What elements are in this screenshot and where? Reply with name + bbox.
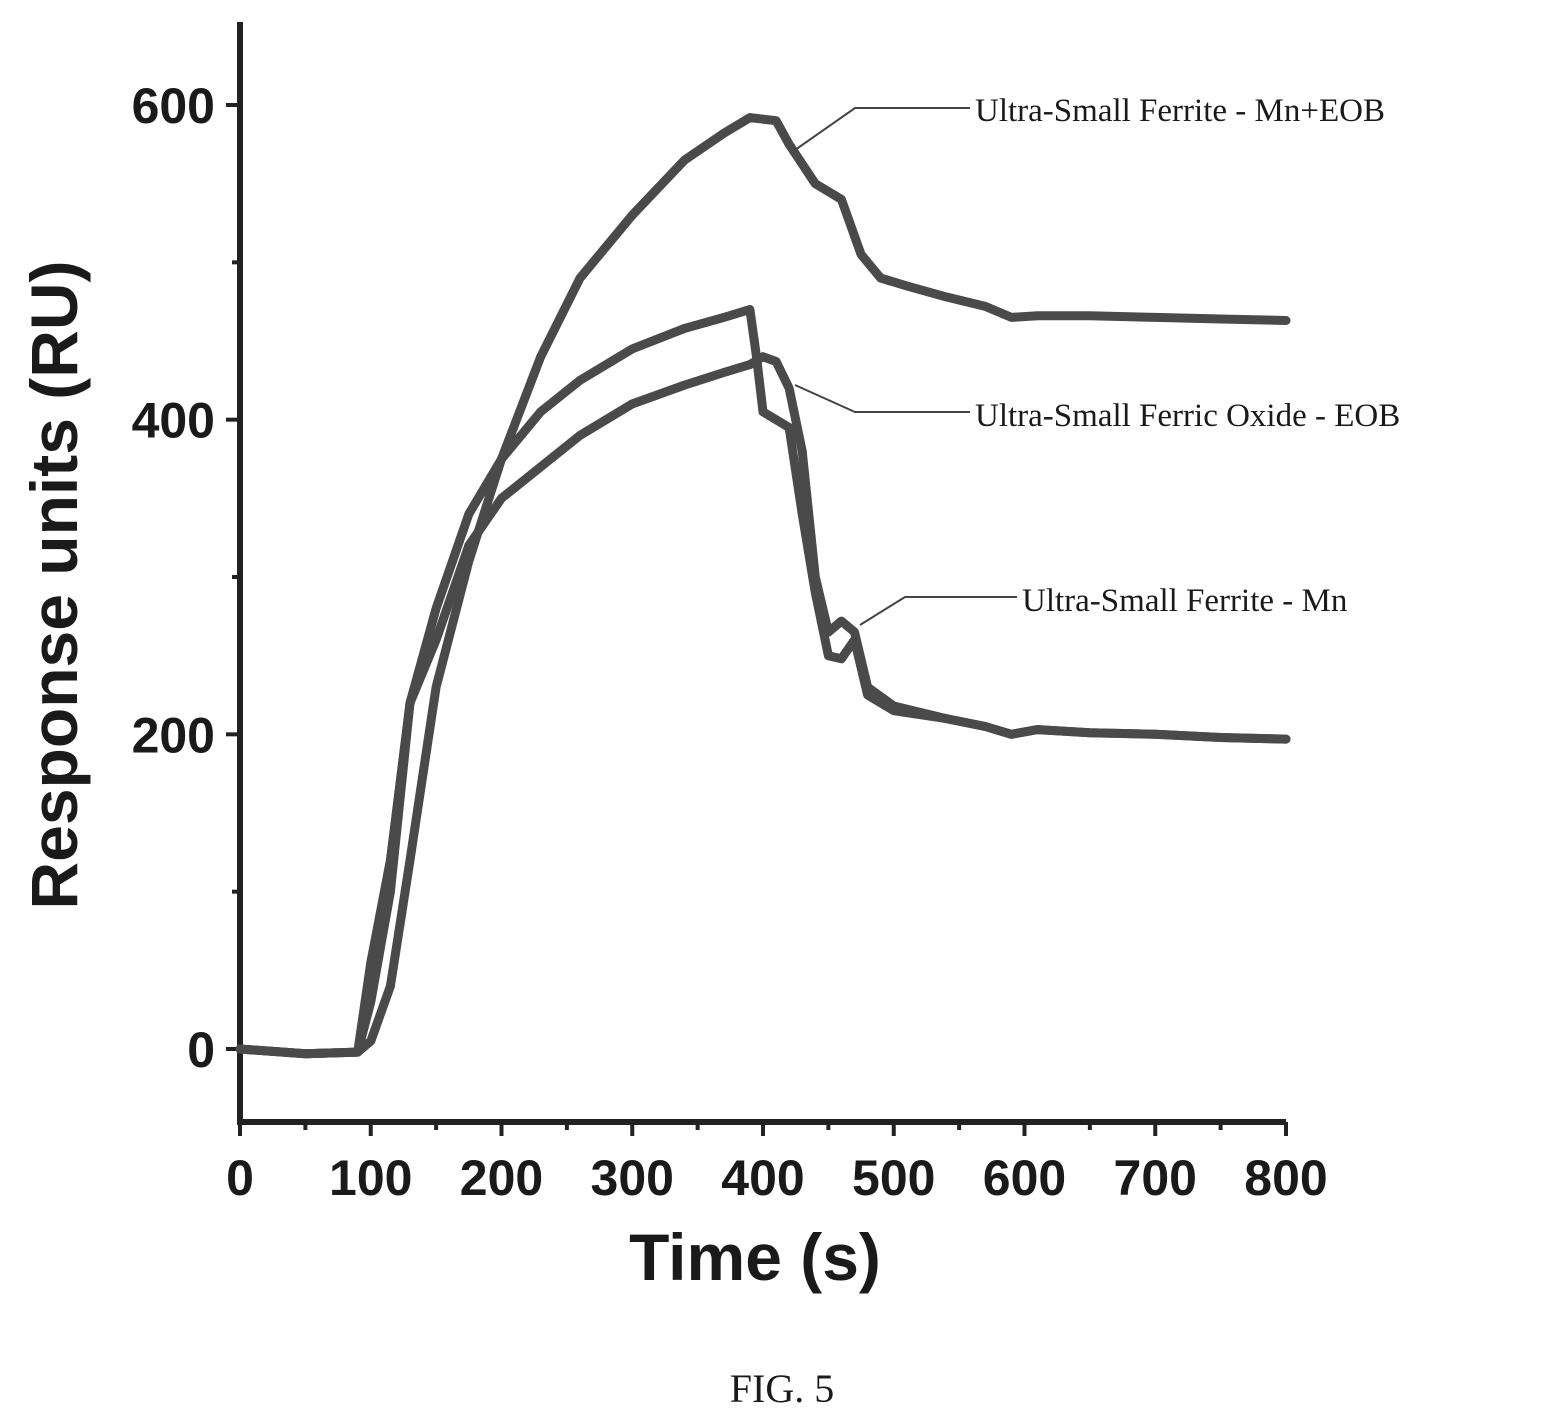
annotation-leader-2 [794, 384, 970, 413]
x-ticks: 0 100 200 300 400 500 600 700 800 [226, 1122, 1328, 1206]
series-group [235, 113, 1291, 1059]
y-tick-label: 400 [132, 393, 215, 449]
figure-caption: FIG. 5 [730, 1366, 834, 1411]
x-tick-label: 600 [983, 1150, 1066, 1206]
y-ticks: 0 200 400 600 [132, 78, 240, 1078]
x-axis-title: Time (s) [629, 1220, 881, 1294]
x-tick-label: 0 [226, 1150, 254, 1206]
x-tick-label: 400 [721, 1150, 804, 1206]
x-tick-label: 100 [329, 1150, 412, 1206]
y-axis-title: Response units (RU) [17, 260, 91, 909]
annotation-label-3: Ultra-Small Ferrite - Mn [1022, 583, 1347, 619]
x-tick-label: 700 [1114, 1150, 1197, 1206]
x-tick-label: 200 [460, 1150, 543, 1206]
annotation-label-1: Ultra-Small Ferrite - Mn+EOB [975, 93, 1385, 129]
x-tick-label: 500 [852, 1150, 935, 1206]
annotation-label-2: Ultra-Small Ferric Oxide - EOB [975, 398, 1400, 434]
annotation-leader-1 [794, 107, 970, 151]
y-tick-label: 200 [132, 707, 215, 763]
annotation-leader-3 [859, 596, 1017, 626]
series-line-1 [235, 113, 1291, 1059]
x-tick-label: 800 [1244, 1150, 1327, 1206]
x-tick-label: 300 [591, 1150, 674, 1206]
annotation-group: Ultra-Small Ferrite - Mn+EOB Ultra-Small … [794, 93, 1400, 626]
y-tick-label: 600 [132, 78, 215, 134]
series-line-3 [235, 352, 1291, 1059]
y-tick-label: 0 [187, 1022, 215, 1078]
